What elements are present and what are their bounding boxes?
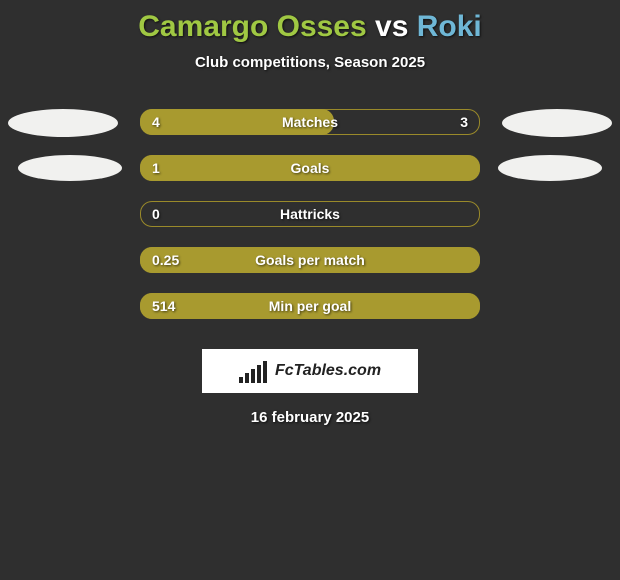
- stat-bar: Goals1: [140, 155, 480, 181]
- player1-name: Camargo Osses: [138, 10, 366, 43]
- stat-row: Matches4 3: [0, 101, 620, 147]
- stat-row: Min per goal514: [0, 285, 620, 331]
- stat-label: Goals per match: [140, 247, 480, 273]
- page-title: Camargo Osses vs Roki: [0, 0, 620, 44]
- player2-name: Roki: [417, 10, 482, 43]
- brand-inner: FcTables.com: [239, 359, 381, 383]
- stat-label: Goals: [140, 155, 480, 181]
- stat-value-left: 1: [152, 155, 160, 181]
- stats-stage: Matches4 3 Goals1 Hattricks0 Goals per match…: [0, 101, 620, 426]
- stat-value-left: 514: [152, 293, 175, 319]
- comparison-infographic: Camargo Osses vs Roki Club competitions,…: [0, 0, 620, 580]
- stat-label: Hattricks: [140, 201, 480, 227]
- stat-label: Matches: [140, 109, 480, 135]
- stat-value-right: 3: [460, 109, 468, 135]
- stat-row: Hattricks0: [0, 193, 620, 239]
- stat-label: Min per goal: [140, 293, 480, 319]
- stat-value-left: 4: [152, 109, 160, 135]
- stat-bar: Min per goal514: [140, 293, 480, 319]
- stat-value-left: 0: [152, 201, 160, 227]
- footer-date: 16 february 2025: [0, 409, 620, 426]
- bar-chart-icon: [239, 359, 269, 383]
- stat-bar: Goals per match0.25: [140, 247, 480, 273]
- stat-bar: Matches4 3: [140, 109, 480, 135]
- stat-rows: Matches4 3 Goals1 Hattricks0 Goals per match…: [0, 101, 620, 331]
- vs-label: vs: [375, 10, 408, 43]
- stat-value-left: 0.25: [152, 247, 179, 273]
- brand-text: FcTables.com: [275, 362, 381, 380]
- stat-bar: Hattricks0: [140, 201, 480, 227]
- brand-box: FcTables.com: [202, 349, 418, 393]
- stat-row: Goals per match0.25: [0, 239, 620, 285]
- subtitle: Club competitions, Season 2025: [0, 54, 620, 71]
- stat-row: Goals1: [0, 147, 620, 193]
